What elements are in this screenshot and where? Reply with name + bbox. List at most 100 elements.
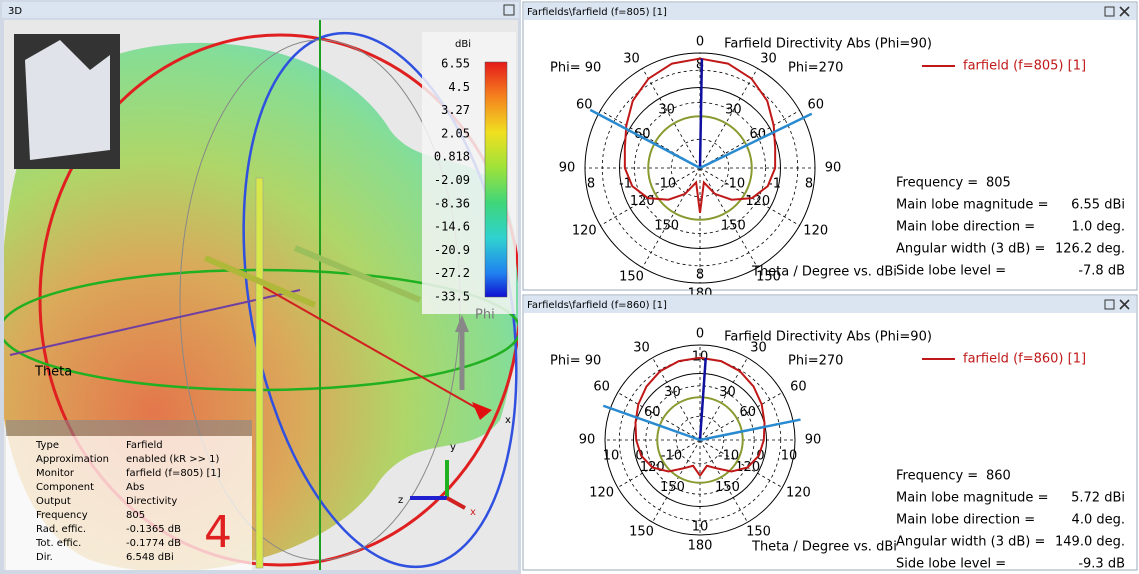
title-bar [524,3,1136,20]
triad-label: y [450,442,456,453]
angle-label: 60 [593,380,610,395]
stat-value: 4.0 deg. [1072,513,1125,528]
info-value: -0.1774 dB [126,538,181,549]
pattern-curve [634,356,701,477]
arrow [455,315,469,332]
ring-label: 0 [635,449,643,464]
ring-label: 10 [692,520,709,535]
maximize-button[interactable] [1104,299,1115,310]
angle-label-inner: 120 [745,194,770,209]
ring-label: 8 [587,177,595,192]
stat-label: Frequency = [896,176,978,191]
antenna-element [203,255,317,308]
colorbar-label: 6.55 [441,57,470,71]
angle-label: 150 [746,524,771,539]
angle-label: 150 [629,524,654,539]
stat-value: 805 [986,176,1011,191]
info-value: -0.1365 dB [126,524,181,535]
angle-label-inner: 120 [630,194,655,209]
phi-label: Phi= 90 [550,354,601,369]
maximize-button[interactable] [1104,6,1115,17]
triad-label: x [505,415,511,426]
close-button[interactable] [503,4,515,16]
thumbnail-model [25,40,110,160]
angle-label: 30 [750,341,767,356]
pattern-curve [699,356,766,477]
ring-label: 10 [603,449,620,464]
angle-label: 120 [786,486,811,501]
angle-label: 0 [696,327,704,342]
close-button[interactable] [1119,6,1130,17]
info-key: Tot. effic. [35,538,81,549]
beamwidth-line [699,418,801,442]
ring-label: 0 [756,449,764,464]
phi-label: Phi=270 [788,354,843,369]
beamwidth-line [602,404,701,442]
angle-label-inner: 150 [721,218,746,233]
triad-axis [446,496,466,510]
ring-label: 10 [781,449,798,464]
info-key: Monitor [36,468,75,479]
polar-spoke [642,167,701,268]
window-frame [522,294,1138,571]
legend-label: farfield (f=860) [1] [963,352,1086,367]
plot-title: Farfield Directivity Abs (Phi=90) [724,330,932,345]
stat-value: 5.72 dBi [1071,491,1125,506]
info-value: Farfield [126,440,163,451]
stat-label: Main lobe direction = [896,513,1035,528]
reference-circle [656,396,744,484]
colorbar-label: 4.5 [448,80,470,94]
window-frame [522,1,1138,291]
polar-spoke [699,439,783,488]
stat-label: Side lobe level = [896,264,1006,279]
ring-label: -1 [768,177,781,192]
ring-label: -10 [724,177,745,192]
stat-value: -9.3 dB [1078,557,1125,572]
polar-spoke [652,439,701,523]
angle-label: 30 [623,51,640,66]
angle-label: 30 [633,341,650,356]
polar-spoke [617,439,701,488]
ring-label: 8 [696,58,704,73]
legend-label: farfield (f=805) [1] [963,59,1086,74]
overlay-number: 4 [204,507,232,558]
ring-label: 10 [692,350,709,365]
main-lobe-line [698,357,707,441]
colorbar-label: -20.9 [434,243,470,257]
close-button[interactable] [1119,299,1130,310]
main-lobe-line [698,58,704,169]
window-title: Farfields\farfield (f=860) [1] [527,300,667,311]
stat-label: Main lobe direction = [896,220,1035,235]
info-value: Directivity [126,496,177,507]
beamwidth-line [699,112,813,170]
info-header [6,420,252,436]
angle-label: 90 [825,161,842,176]
colorbar-label: -2.09 [434,173,470,187]
angle-label: 150 [619,270,644,285]
angle-label: 90 [805,433,822,448]
ring-label: -10 [718,449,739,464]
angle-label-inner: 60 [644,405,661,420]
angle-label: 180 [688,539,713,554]
axis-label: Phi [475,308,495,323]
stat-value: 126.2 deg. [1055,242,1125,257]
angle-label-inner: 150 [715,480,740,495]
angle-label: 60 [790,380,807,395]
title-bar [524,296,1136,313]
axis-label: Theta [34,365,72,380]
angle-label: 150 [756,270,781,285]
info-key: Approximation [36,454,109,465]
angle-label-inner: 30 [658,103,675,118]
antenna-element [293,245,422,303]
window-title: 3D [8,6,22,17]
axis-label: Theta / Degree vs. dBi [751,265,897,280]
phi-label: Phi= 90 [550,61,601,76]
angle-label-inner: 150 [654,218,679,233]
colorbar-label: -27.2 [434,266,470,280]
stat-label: Main lobe magnitude = [896,491,1048,506]
angle-label: 60 [807,98,824,113]
angle-label-inner: 60 [739,405,756,420]
